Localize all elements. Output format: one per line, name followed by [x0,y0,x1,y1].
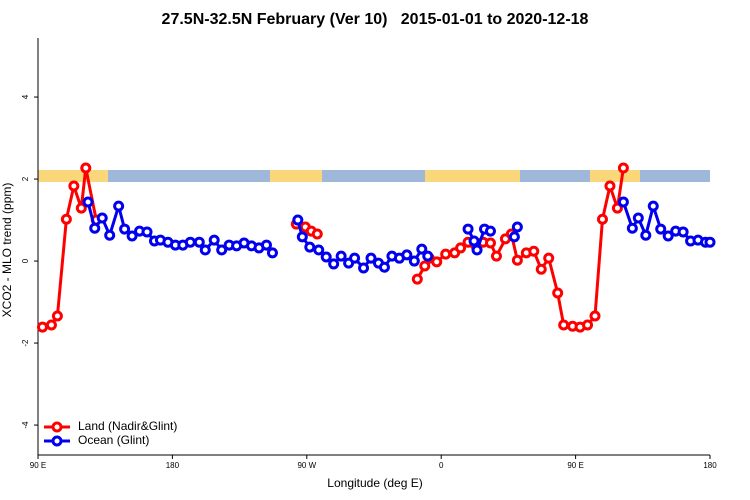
data-point [632,212,644,224]
data-point [408,255,420,267]
data-point [508,231,520,243]
data-point [141,226,153,238]
x-tick-label: 180 [703,461,717,470]
data-point [662,230,674,242]
data-point [490,250,502,262]
data-point [60,213,72,225]
data-point [484,237,496,249]
x-axis-label: Longitude (deg E) [327,476,422,490]
data-point [36,321,48,333]
data-point [104,229,116,241]
legend-label: Land (Nadir&Glint) [78,419,177,433]
data-point [431,256,443,268]
data-point [304,241,316,253]
data-point [468,235,480,247]
data-point [552,287,564,299]
data-point [349,252,361,264]
data-point [655,223,667,235]
legend-marker [51,421,63,433]
x-tick-label: 90 W [297,461,316,470]
data-point [528,245,540,257]
data-point [292,214,304,226]
data-point [365,252,377,264]
data-point [419,260,431,272]
data-point [260,239,272,251]
data-point [320,251,332,263]
data-point [113,200,125,212]
data-point [51,310,63,322]
data-point [75,202,87,214]
data-point [311,228,323,240]
data-point [471,244,483,256]
data-point [543,252,555,264]
land-mask-strip [38,170,710,182]
data-point [335,250,347,262]
data-point [199,244,211,256]
data-point [313,244,325,256]
data-point [68,180,80,192]
data-point [440,248,452,260]
chart-title: 27.5N-32.5N February (Ver 10) 2015-01-01… [162,11,589,28]
x-tick-label: 180 [166,461,180,470]
data-point [184,236,196,248]
data-point [484,225,496,237]
data-point [378,261,390,273]
data-point [558,319,570,331]
data-point [640,229,652,241]
data-point [193,236,205,248]
data-point [535,263,547,275]
data-point [82,196,94,208]
data-point [511,221,523,233]
data-point [604,180,616,192]
y-tick-label: 0 [21,258,30,263]
data-point [462,223,474,235]
x-tick-label: 90 E [30,461,46,470]
data-point [80,162,92,174]
y-tick-label: 4 [21,94,30,99]
y-tick-label: -2 [21,339,30,347]
data-point [89,222,101,234]
data-point [296,231,308,243]
data-point [626,222,638,234]
data-point [422,250,434,262]
data-point [617,162,629,174]
data-point [401,249,413,261]
data-point [455,242,467,254]
data-point [582,319,594,331]
x-tick-label: 0 [439,461,444,470]
legend-label: Ocean (Glint) [78,433,149,447]
data-point [677,226,689,238]
y-tick-label: -4 [21,421,30,429]
data-point [119,223,131,235]
data-point [647,200,659,212]
data-point [704,236,716,248]
data-point [328,258,340,270]
data-point [411,273,423,285]
legend-marker [51,435,63,447]
legend: Land (Nadir&Glint)Ocean (Glint) [44,419,177,447]
data-point [358,262,370,274]
data-point [589,310,601,322]
x-tick-label: 90 E [567,461,583,470]
data-point [126,230,138,242]
data-point [45,319,57,331]
y-tick-label: 2 [21,176,30,181]
data-point [96,212,108,224]
data-point [596,213,608,225]
data-point [266,247,278,259]
data-point [216,244,228,256]
data-point [416,243,428,255]
data-point [208,234,220,246]
data-point [511,254,523,266]
data-point [617,196,629,208]
y-axis-label: XCO2 - MLO trend (ppm) [0,183,14,318]
data-point [611,202,623,214]
